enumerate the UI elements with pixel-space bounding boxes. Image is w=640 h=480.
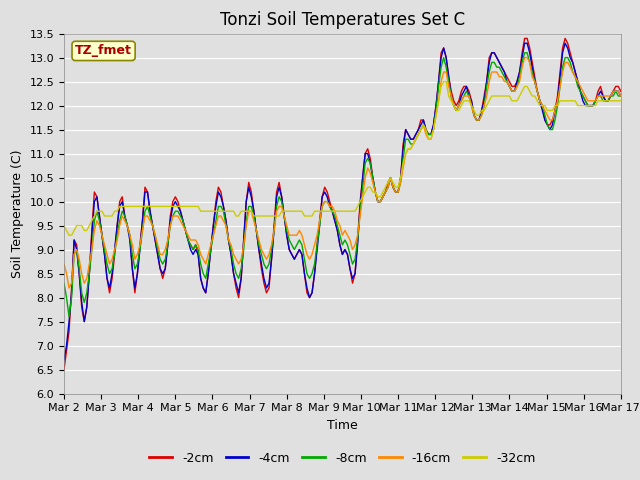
Y-axis label: Soil Temperature (C): Soil Temperature (C) (11, 149, 24, 278)
X-axis label: Time: Time (327, 419, 358, 432)
Title: Tonzi Soil Temperatures Set C: Tonzi Soil Temperatures Set C (220, 11, 465, 29)
Text: TZ_fmet: TZ_fmet (75, 44, 132, 58)
Legend: -2cm, -4cm, -8cm, -16cm, -32cm: -2cm, -4cm, -8cm, -16cm, -32cm (145, 447, 540, 469)
